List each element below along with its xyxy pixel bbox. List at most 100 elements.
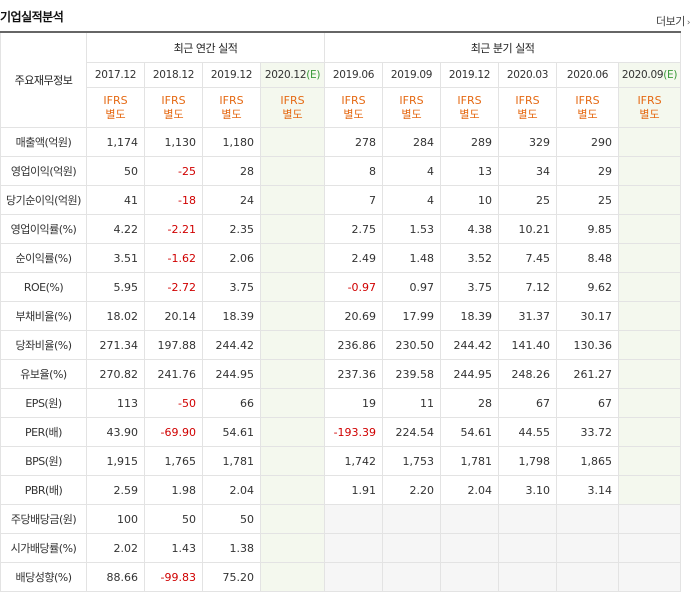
table-cell: [324, 504, 384, 534]
table-cell: 54.61: [440, 417, 500, 447]
table-cell: [498, 533, 558, 563]
table-cell: [259, 156, 326, 186]
table-cell: 50: [202, 504, 261, 534]
table-cell: 2.75: [324, 214, 384, 244]
table-cell: 1,130: [144, 127, 203, 157]
basis-label: 별도: [577, 107, 598, 121]
row-label: 배당성향(%): [0, 562, 87, 592]
table-cell: 239.58: [382, 359, 442, 389]
table-cell: [618, 417, 682, 447]
table-row: 매출액(억원) 1,174 1,130 1,180 278 284 289 329 290: [0, 127, 682, 157]
row-label: BPS(원): [0, 446, 87, 476]
table-cell: [382, 504, 442, 534]
ifrs-label: IFRS: [637, 93, 662, 107]
period-header: 2020.12(E): [259, 62, 326, 88]
table-cell: 41: [86, 185, 145, 215]
table-cell: 4: [382, 185, 442, 215]
table-cell: 289: [440, 127, 500, 157]
table-cell: 50: [144, 504, 203, 534]
table-cell: -50: [144, 388, 203, 418]
table-cell: 4.22: [86, 214, 145, 244]
more-link[interactable]: 더보기 ›: [656, 13, 691, 29]
ifrs-label: IFRS: [219, 93, 244, 107]
table-cell: 44.55: [498, 417, 558, 447]
table-cell: [556, 533, 620, 563]
table-cell: -193.39: [324, 417, 384, 447]
row-label: 시가배당률(%): [0, 533, 87, 563]
table-cell: 1,742: [324, 446, 384, 476]
ifrs-label: IFRS: [515, 93, 540, 107]
table-cell: 30.17: [556, 301, 620, 331]
table-cell: 24: [202, 185, 261, 215]
table-cell: 197.88: [144, 330, 203, 360]
basis-label: 별도: [282, 107, 303, 121]
ifrs-label: IFRS: [161, 93, 186, 107]
ifrs-basis-header: IFRS 별도: [440, 87, 500, 128]
table-cell: -69.90: [144, 417, 203, 447]
table-cell: [618, 388, 682, 418]
table-cell: [618, 185, 682, 215]
row-label: EPS(원): [0, 388, 87, 418]
ifrs-basis-header: IFRS 별도: [498, 87, 558, 128]
table-cell: [259, 359, 326, 389]
table-row: 영업이익률(%) 4.22 -2.21 2.35 2.75 1.53 4.38 10.21 9.…: [0, 214, 682, 244]
basis-label: 별도: [459, 107, 480, 121]
table-cell: 1,174: [86, 127, 145, 157]
ifrs-label: IFRS: [399, 93, 424, 107]
table-cell: -0.97: [324, 272, 384, 302]
table-cell: 19: [324, 388, 384, 418]
group-quarter-header: 최근 분기 실적: [324, 31, 682, 63]
table-cell: 4.38: [440, 214, 500, 244]
period-header: 2019.06: [324, 62, 384, 88]
table-cell: 54.61: [202, 417, 261, 447]
table-cell: [382, 533, 442, 563]
table-cell: [618, 533, 682, 563]
table-cell: 20.14: [144, 301, 203, 331]
ifrs-basis-header: IFRS 별도: [382, 87, 442, 128]
table-cell: 261.27: [556, 359, 620, 389]
table-row: EPS(원) 113 -50 66 19 11 28 67 67: [0, 388, 682, 418]
table-cell: [324, 533, 384, 563]
table-row: 당기순이익(억원) 41 -18 24 7 4 10 25 25: [0, 185, 682, 215]
row-label: PBR(배): [0, 475, 87, 505]
table-cell: 33.72: [556, 417, 620, 447]
table-cell: -25: [144, 156, 203, 186]
table-cell: 2.59: [86, 475, 145, 505]
table-cell: 1,915: [86, 446, 145, 476]
table-cell: 3.51: [86, 243, 145, 273]
table-cell: 67: [556, 388, 620, 418]
table-cell: [498, 562, 558, 592]
basis-label: 별도: [639, 107, 660, 121]
table-cell: 1,865: [556, 446, 620, 476]
table-cell: 230.50: [382, 330, 442, 360]
row-label: 부채비율(%): [0, 301, 87, 331]
table-cell: [259, 417, 326, 447]
table-cell: 237.36: [324, 359, 384, 389]
table-cell: 3.10: [498, 475, 558, 505]
table-cell: 248.26: [498, 359, 558, 389]
table-cell: [618, 446, 682, 476]
table-cell: 244.42: [202, 330, 261, 360]
table-row: PBR(배) 2.59 1.98 2.04 1.91 2.20 2.04 3.10 3.14: [0, 475, 682, 505]
period-header: 2018.12: [144, 62, 203, 88]
ifrs-basis-header: IFRS 별도: [556, 87, 620, 128]
table-cell: 244.95: [202, 359, 261, 389]
estimate-mark: (E): [663, 69, 678, 81]
ifrs-basis-header: IFRS 별도: [324, 87, 384, 128]
table-cell: 66: [202, 388, 261, 418]
table-cell: 113: [86, 388, 145, 418]
table-cell: 10: [440, 185, 500, 215]
table-cell: 3.14: [556, 475, 620, 505]
row-label: 당좌비율(%): [0, 330, 87, 360]
table-cell: 4: [382, 156, 442, 186]
table-cell: 17.99: [382, 301, 442, 331]
table-cell: [618, 504, 682, 534]
row-label: 순이익률(%): [0, 243, 87, 273]
table-cell: [618, 156, 682, 186]
table-cell: 141.40: [498, 330, 558, 360]
table-cell: 25: [556, 185, 620, 215]
table-cell: -2.72: [144, 272, 203, 302]
table-cell: 2.02: [86, 533, 145, 563]
chevron-right-icon: ›: [686, 18, 691, 28]
table-cell: 1,765: [144, 446, 203, 476]
